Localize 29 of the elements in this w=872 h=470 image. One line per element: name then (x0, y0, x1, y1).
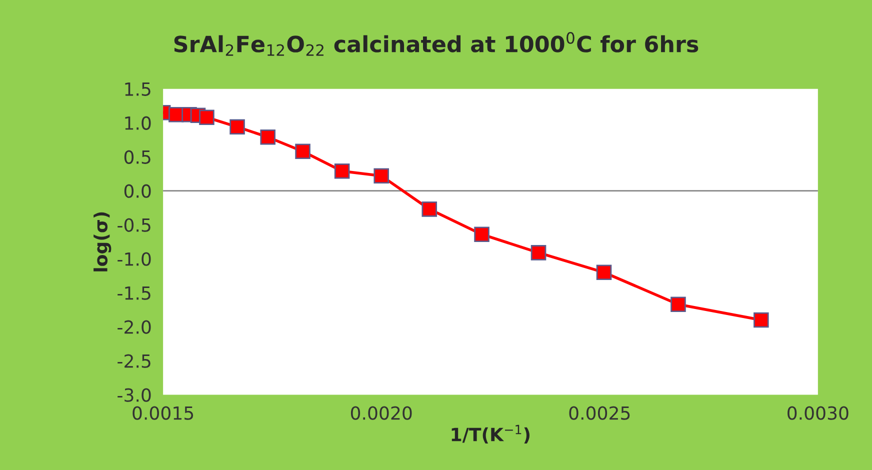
point (295, 144, 310, 160)
y-tick-label: 1.5 (125, 82, 150, 96)
point (260, 129, 276, 145)
point (199, 110, 214, 126)
point (474, 226, 490, 242)
y-tick-label: 0.5 (124, 150, 150, 164)
y-tick-label: -3.0 (118, 388, 151, 402)
y-tick-label: -0.5 (118, 218, 150, 232)
point (596, 264, 612, 280)
point (374, 168, 389, 184)
y-tick-label: -2.0 (118, 320, 151, 334)
y-tick-label: 0.0 (124, 184, 151, 198)
chart-title: SrAl$_{2}$Fe$_{12}$O$_{22}$ calcinated at 1000$^{0}$C for 6hrs (174, 32, 698, 56)
point (530, 245, 546, 260)
point (754, 312, 769, 328)
x-tick-label: 0.0020 (350, 406, 412, 420)
point (670, 296, 686, 312)
x-tick-label: 0.0025 (569, 406, 630, 420)
y-tick-label: 1.0 (125, 116, 151, 130)
point (230, 119, 245, 135)
point (334, 163, 350, 179)
y-tick-label: -2.5 (118, 354, 150, 368)
y-tick-label: -1.5 (118, 286, 150, 300)
point (422, 202, 438, 217)
x-tick-label: 0.0015 (132, 406, 194, 420)
x-axis-title: 1/T(K$^{−1}$) (452, 424, 530, 444)
y-tick-label: -1.0 (118, 252, 151, 266)
y-axis-title: log(σ) (94, 212, 112, 272)
x-tick-label: 0.0030 (788, 406, 848, 420)
